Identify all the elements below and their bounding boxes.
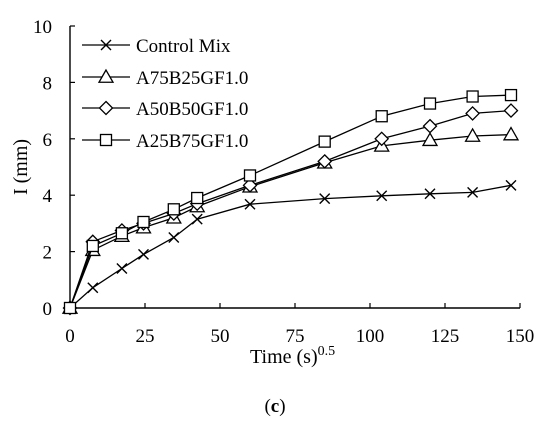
x-tick-label: 125 bbox=[431, 326, 460, 347]
y-tick-label: 10 bbox=[33, 17, 52, 38]
y-ticks: 0 2 4 6 8 10 bbox=[33, 17, 75, 320]
legend-entry: A50B50GF1.0 bbox=[82, 99, 248, 120]
data-point bbox=[421, 131, 439, 147]
y-tick-label: 8 bbox=[43, 73, 53, 94]
y-tick-label: 6 bbox=[43, 130, 53, 151]
data-point bbox=[424, 188, 436, 200]
data-point bbox=[243, 169, 257, 182]
data-point bbox=[191, 213, 203, 225]
data-point bbox=[317, 153, 333, 169]
legend-marker bbox=[97, 68, 115, 83]
data-point bbox=[167, 203, 180, 216]
x-tick-label: 0 bbox=[65, 326, 75, 347]
x-ticks: 0 25 50 75 100 125 150 bbox=[65, 303, 534, 347]
data-point bbox=[138, 248, 149, 260]
data-point bbox=[63, 301, 77, 315]
legend-entry: A25B75GF1.0 bbox=[82, 131, 248, 152]
data-point bbox=[191, 191, 204, 205]
series-line bbox=[69, 184, 512, 309]
caption-open: ( bbox=[264, 396, 270, 417]
series-triangle bbox=[61, 126, 520, 314]
x-axis-label: Time (s)0.5 bbox=[250, 344, 335, 368]
y-axis-label: I (mm) bbox=[10, 139, 32, 195]
data-point bbox=[319, 193, 331, 205]
data-point bbox=[422, 118, 438, 134]
data-point bbox=[168, 232, 180, 243]
legend-entry: A75B25GF1.0 bbox=[82, 68, 248, 89]
y-tick-label: 2 bbox=[43, 243, 53, 264]
data-point bbox=[503, 103, 519, 119]
data-point bbox=[86, 239, 99, 253]
legend-marker bbox=[100, 39, 112, 51]
data-point bbox=[318, 135, 331, 148]
data-point bbox=[242, 177, 258, 193]
caption-letter: c bbox=[271, 396, 279, 417]
series-layer bbox=[61, 88, 520, 316]
series-line bbox=[69, 133, 512, 309]
x-tick-label: 25 bbox=[136, 326, 155, 347]
x-axis-label-main: Time (s) bbox=[250, 346, 318, 368]
data-point bbox=[376, 190, 388, 202]
series-x bbox=[64, 179, 517, 314]
figure-caption: (c) bbox=[264, 396, 285, 417]
legend-entry: Control Mix bbox=[82, 36, 231, 57]
legend-label: Control Mix bbox=[136, 36, 231, 57]
data-point bbox=[137, 215, 150, 229]
data-point bbox=[464, 127, 481, 142]
legend-marker bbox=[98, 100, 114, 116]
data-point bbox=[465, 106, 481, 121]
x-tick-label: 150 bbox=[506, 326, 535, 347]
series-diamond bbox=[62, 103, 519, 316]
data-point bbox=[505, 179, 517, 191]
plot-area: 0 25 50 75 100 125 150 0 2 4 6 8 10 bbox=[33, 17, 534, 347]
y-tick-label: 0 bbox=[43, 299, 53, 320]
data-point bbox=[502, 126, 520, 141]
data-point bbox=[375, 110, 388, 123]
data-point bbox=[87, 282, 99, 294]
legend-label: A25B75GF1.0 bbox=[136, 131, 248, 152]
data-point bbox=[423, 97, 437, 110]
x-tick-label: 75 bbox=[286, 326, 305, 347]
data-point bbox=[504, 88, 518, 102]
data-point bbox=[374, 131, 390, 147]
data-point bbox=[466, 90, 479, 103]
legend-marker bbox=[99, 133, 113, 147]
legend: Control Mix A75B25GF1.0 A50B50GF1.0 A25B75G… bbox=[82, 36, 248, 152]
caption-close: ) bbox=[279, 396, 285, 417]
data-point bbox=[116, 263, 128, 275]
legend-label: A75B25GF1.0 bbox=[136, 68, 248, 89]
data-point bbox=[467, 186, 479, 198]
x-axis-label-exponent: 0.5 bbox=[318, 344, 336, 359]
x-tick-label: 100 bbox=[356, 326, 385, 347]
y-tick-label: 4 bbox=[43, 186, 53, 207]
series-square bbox=[63, 88, 518, 315]
x-tick-label: 50 bbox=[211, 326, 230, 347]
data-point bbox=[244, 198, 256, 210]
data-point bbox=[115, 227, 129, 240]
legend-label: A50B50GF1.0 bbox=[136, 99, 248, 120]
